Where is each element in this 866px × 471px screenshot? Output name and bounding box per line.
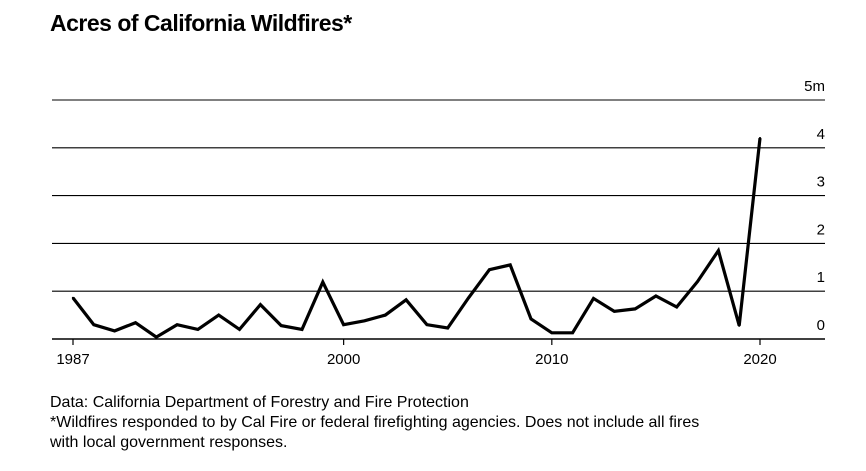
y-tick-label: 0 xyxy=(817,317,825,334)
chart-footer: Data: California Department of Forestry … xyxy=(50,393,850,453)
data-point xyxy=(175,323,179,326)
data-point xyxy=(342,323,345,326)
x-tick-label: 1987 xyxy=(56,351,89,368)
chart-title: Acres of California Wildfires* xyxy=(50,10,352,36)
data-point xyxy=(134,321,137,324)
data-point xyxy=(571,331,574,334)
series-line xyxy=(71,138,762,340)
gridlines xyxy=(52,99,825,340)
data-point xyxy=(321,280,325,284)
data-point xyxy=(488,268,491,271)
data-point xyxy=(279,324,283,327)
data-point xyxy=(259,303,262,306)
data-point xyxy=(675,305,678,309)
data-point xyxy=(425,323,429,326)
data-point xyxy=(363,319,366,323)
data-point xyxy=(467,296,470,300)
data-point xyxy=(217,313,220,317)
x-tick-label: 2000 xyxy=(327,351,360,368)
data-point xyxy=(92,323,96,326)
source-note: Data: California Department of Forestry … xyxy=(50,394,469,411)
data-point xyxy=(654,294,658,298)
data-point xyxy=(300,328,304,331)
data-point xyxy=(384,313,387,317)
y-tick-label: 2 xyxy=(817,221,825,238)
data-point xyxy=(404,298,408,302)
x-axis-ticks: 1987 2000 2010 2020 xyxy=(56,339,777,368)
data-point xyxy=(633,307,637,311)
data-point xyxy=(592,297,595,300)
data-point xyxy=(238,328,241,331)
x-tick-label: 2010 xyxy=(535,351,568,368)
data-point xyxy=(717,249,720,252)
data-point xyxy=(196,328,200,331)
data-point xyxy=(737,324,741,327)
y-tick-label: 4 xyxy=(817,126,825,143)
data-point xyxy=(529,317,533,321)
x-tick-label: 2020 xyxy=(743,351,776,368)
data-point xyxy=(508,263,512,267)
data-point xyxy=(550,331,554,334)
data-point xyxy=(155,335,158,339)
footnote-line-2: with local government responses. xyxy=(50,434,288,451)
line-chart: 0 1 2 3 4 5m 1987 2000 2010 2020 xyxy=(52,78,825,368)
data-point xyxy=(696,280,699,283)
data-point xyxy=(113,329,116,333)
footnote-line-1: *Wildfires responded to by Cal Fire or f… xyxy=(50,414,700,431)
data-point xyxy=(71,296,75,300)
data-point xyxy=(613,310,616,313)
y-axis-tick-labels: 0 1 2 3 4 5m xyxy=(804,78,825,334)
y-tick-label: 3 xyxy=(817,174,825,191)
data-point xyxy=(446,326,449,330)
y-tick-label: 5m xyxy=(804,78,825,95)
y-tick-label: 1 xyxy=(817,269,825,286)
data-point xyxy=(758,137,762,140)
series-group xyxy=(71,137,762,340)
